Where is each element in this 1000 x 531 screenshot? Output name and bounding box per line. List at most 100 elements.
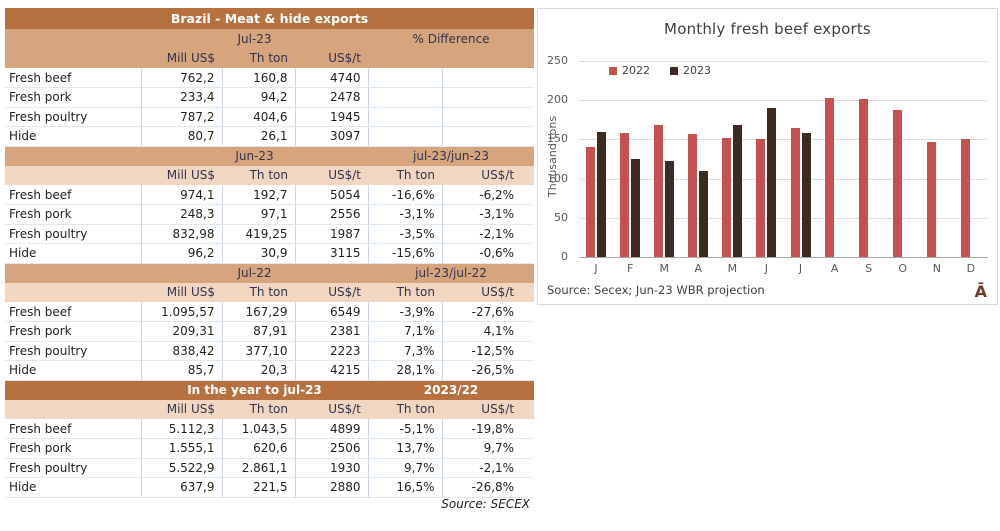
col-header-cell: US$/t (442, 165, 535, 185)
value-cell: 377,10 (221, 341, 295, 361)
value-cell: 2223 (294, 341, 368, 361)
value-cell: 26,1 (221, 126, 295, 147)
col-header-cell (368, 48, 442, 68)
table-row: Hide 637,9 221,5 2880 16,5% -26,8% (5, 477, 535, 498)
value-cell: -3,1% (441, 204, 535, 225)
value-cell (441, 87, 535, 108)
x-tick-label: J (798, 262, 803, 275)
row-label-cell: Fresh pork (5, 321, 141, 342)
row-label-cell: Fresh pork (5, 87, 141, 108)
value-cell: 9,7% (367, 458, 442, 478)
colhead-spacer-cell (5, 165, 141, 185)
x-tick-label: S (865, 262, 873, 275)
y-tick-label: 200 (547, 93, 568, 107)
table-row: Fresh beef 762,2 160,8 4740 (5, 68, 535, 88)
bar-2022-S (858, 99, 868, 257)
x-tick-label: A (694, 262, 703, 275)
bar-group-4 (681, 61, 715, 257)
bar-2023-M (665, 160, 675, 257)
value-cell: 4899 (294, 419, 368, 439)
bar-2022-F (620, 133, 630, 257)
bar-group-5 (715, 61, 749, 257)
value-cell: 2506 (294, 438, 368, 459)
period-spacer-cell (5, 263, 141, 283)
col-header-cell: Mill US$ (141, 399, 222, 419)
value-cell (441, 126, 535, 147)
bar-2022-M (654, 125, 664, 257)
bar-2022-J (586, 147, 596, 257)
gridline (579, 139, 988, 141)
x-tick-label: A (830, 262, 839, 275)
value-cell: 7,3% (367, 341, 442, 361)
legend-item-2022: 2022 (609, 64, 650, 77)
table-row: Fresh beef 5.112,3 1.043,5 4899 -5,1% -19,8% (5, 419, 535, 439)
value-cell: 160,8 (221, 68, 295, 88)
value-cell: 1.555,1 (140, 438, 222, 459)
table-source: Source: SECEX (441, 497, 530, 511)
value-cell: -5,1% (367, 419, 442, 439)
value-cell: 80,7 (140, 126, 222, 147)
legend-item-2023: 2023 (670, 64, 711, 77)
value-cell: 832,98 (140, 224, 222, 244)
bar-group-7 (783, 61, 817, 257)
value-cell: 1.095,57 (140, 302, 222, 322)
bar-2023-A (699, 170, 709, 257)
col-header-cell: US$/t (295, 399, 368, 419)
value-cell: 209,31 (140, 321, 222, 342)
table-title: Brazil - Meat & hide exports (5, 8, 535, 29)
table-title-row: Brazil - Meat & hide exports (5, 8, 535, 29)
row-label-cell: Fresh poultry (5, 341, 141, 361)
y-tick-label: 0 (561, 250, 568, 263)
col-header-cell: US$/t (442, 399, 535, 419)
colhead-spacer-cell (5, 399, 141, 419)
col-header-cell: US$/t (295, 48, 368, 68)
x-tick-label: N (932, 262, 941, 275)
bar-2022-O (892, 110, 902, 257)
row-label-cell: Hide (5, 360, 141, 381)
col-header-cell: Mill US$ (141, 48, 222, 68)
bar-group-12 (954, 61, 988, 257)
y-tick-label: 250 (547, 54, 568, 67)
row-label-cell: Hide (5, 243, 141, 264)
x-tick-label: M (727, 262, 738, 275)
value-cell: -26,8% (441, 477, 535, 498)
bar-2022-J (790, 127, 800, 257)
value-cell: 4215 (294, 360, 368, 381)
period-cell: Jun-23 (141, 146, 368, 166)
row-label-cell: Fresh beef (5, 68, 141, 88)
col-header-cell: Th ton (222, 165, 295, 185)
legend-label: 2023 (683, 64, 711, 77)
value-cell: 9,7% (441, 438, 535, 459)
row-label-cell: Hide (5, 126, 141, 147)
col-header-cell: Mill US$ (141, 282, 222, 302)
chart-legend: 2022 2023 (609, 64, 711, 77)
x-tick-label: D (966, 262, 976, 275)
value-cell: 13,7% (367, 438, 442, 459)
value-cell (441, 68, 535, 88)
col-header-cell: US$/t (295, 165, 368, 185)
row-label-cell: Fresh poultry (5, 107, 141, 127)
value-cell: -2,1% (441, 224, 535, 244)
value-cell: 233,4 (140, 87, 222, 108)
bar-2022-A (824, 97, 834, 257)
row-label-cell: Fresh beef (5, 302, 141, 322)
section-colhead-row: Mill US$ Th ton US$/t Th ton US$/t (5, 399, 535, 419)
chart-title: Monthly fresh beef exports (664, 20, 871, 38)
bar-2023-M (733, 125, 743, 257)
bar-group-6 (749, 61, 783, 257)
col-header-cell: Th ton (368, 165, 442, 185)
bar-group-2 (613, 61, 647, 257)
value-cell: 85,7 (140, 360, 222, 381)
gridline (579, 257, 988, 258)
row-label-cell: Fresh poultry (5, 224, 141, 244)
bar-2022-A (688, 133, 698, 257)
value-cell: -3,9% (367, 302, 442, 322)
value-cell: 2556 (294, 204, 368, 225)
table-row: Hide 80,7 26,1 3097 (5, 126, 535, 147)
col-header-cell: Th ton (222, 48, 295, 68)
value-cell: 221,5 (221, 477, 295, 498)
period-cell: Jul-22 (141, 263, 368, 283)
table-row: Fresh poultry 838,42 377,10 2223 7,3% -12,5% (5, 341, 535, 361)
bar-2023-F (631, 159, 641, 257)
